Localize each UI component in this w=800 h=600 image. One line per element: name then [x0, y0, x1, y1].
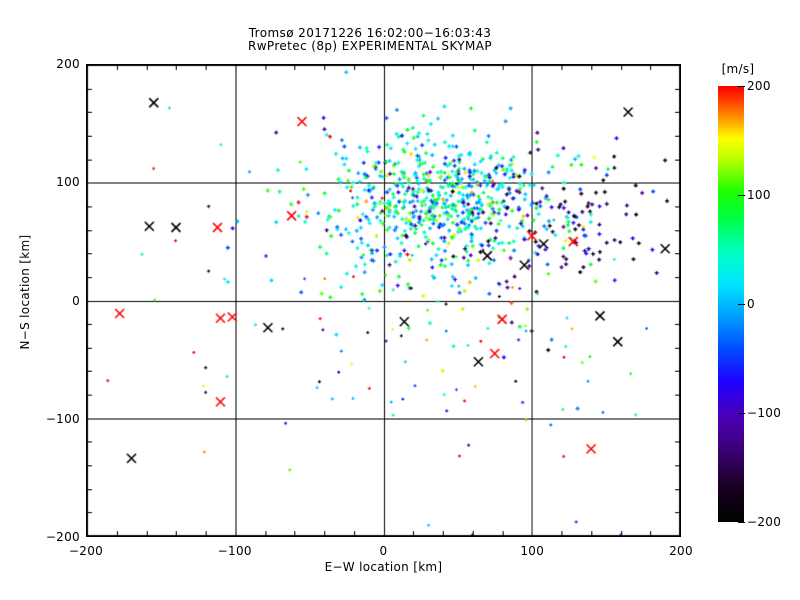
- plot-title: Tromsø 20171226 16:02:00−16:03:43 RwPret…: [0, 27, 740, 53]
- x-tick-label: 0: [379, 544, 388, 558]
- colorbar-tick-label: 0: [747, 297, 755, 311]
- x-axis-title: E−W location [km]: [324, 560, 443, 574]
- colorbar-tick-mark: [738, 86, 745, 87]
- plot-title-line2: RwPretec (8p) EXPERIMENTAL SKYMAP: [247, 39, 493, 53]
- colorbar-tick-mark: [738, 195, 745, 196]
- y-tick-label: −100: [45, 411, 80, 426]
- y-tick-label: 100: [56, 175, 80, 190]
- colorbar-tick-label: −200: [747, 515, 782, 529]
- colorbar-unit-label: [m/s]: [721, 62, 755, 76]
- colorbar-tick-label: 100: [747, 188, 771, 202]
- x-tick-label: 100: [520, 544, 545, 558]
- x-tick-label: −100: [217, 544, 252, 558]
- x-tick-label: −200: [68, 544, 104, 558]
- colorbar-tick-label: 200: [747, 79, 771, 93]
- colorbar-tick-label: −100: [747, 406, 782, 420]
- y-axis-tick-labels: −200 −100 0 100 200: [30, 0, 80, 600]
- colorbar: [m/s] 200 100 0 −100 −200: [712, 62, 800, 542]
- scatter-canvas: [87, 65, 680, 536]
- colorbar-tick-mark: [738, 304, 745, 305]
- y-axis-title: N−S location [km]: [18, 234, 32, 350]
- plot-title-line1: Tromsø 20171226 16:02:00−16:03:43: [248, 26, 492, 40]
- y-tick-label: 0: [72, 293, 80, 308]
- y-tick-label: −200: [45, 530, 80, 544]
- colorbar-tick-mark: [738, 522, 745, 523]
- x-tick-label: 200: [669, 544, 693, 558]
- colorbar-tick-labels: 200 100 0 −100 −200: [712, 62, 800, 542]
- y-tick-label: 200: [56, 57, 80, 71]
- colorbar-tick-mark: [738, 413, 745, 414]
- plot-area: [86, 64, 681, 537]
